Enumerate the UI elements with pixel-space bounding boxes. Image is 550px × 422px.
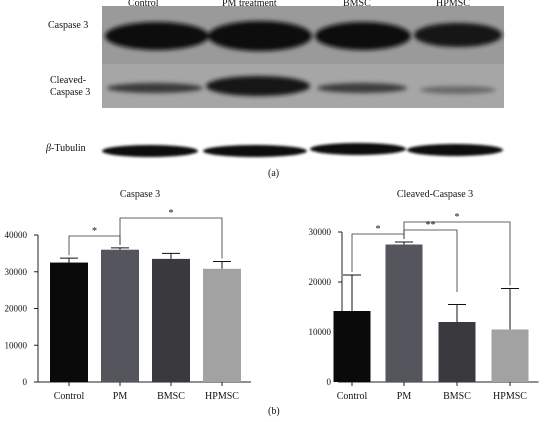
- row-label-cleaved-caspase3: Cleaved- Caspase 3: [50, 75, 90, 99]
- bar-hpmsc: [491, 329, 529, 382]
- chart-title: Cleaved-Caspase 3: [397, 189, 473, 200]
- band-tubulin-hpmsc: [407, 144, 503, 156]
- y-tick-label: 10000: [5, 340, 28, 350]
- x-tick-label: HPMSC: [493, 391, 527, 402]
- x-tick-label: PM: [397, 391, 412, 402]
- bracket-line: [119, 217, 223, 259]
- significance-label: *: [92, 226, 97, 237]
- significance-label: *: [169, 208, 174, 219]
- band-tubulin-bmsc: [310, 143, 406, 155]
- y-tick-label: 0: [23, 377, 28, 387]
- x-tick-label: HPMSC: [205, 391, 239, 402]
- bracket-line: [403, 221, 511, 286]
- significance-label: **: [426, 220, 436, 231]
- bar-control: [333, 311, 371, 382]
- lane-label-control: Control: [128, 0, 159, 9]
- band-cleaved-hpmsc: [420, 86, 496, 94]
- lane-label-pm-treatment: PM treatment: [222, 0, 277, 9]
- bar-pm: [101, 249, 139, 382]
- x-tick-label: PM: [113, 391, 128, 402]
- chart-title: Caspase 3: [120, 189, 160, 200]
- panel-label-b: (b): [268, 406, 280, 417]
- band-tubulin-pm: [203, 145, 307, 157]
- cleaved-bands: [107, 76, 496, 96]
- bar-hpmsc: [203, 268, 241, 382]
- x-tick-label: Control: [54, 391, 85, 402]
- band-caspase3-hpmsc: [414, 23, 502, 47]
- row-label-beta-tubulin: β-Tubulin: [46, 143, 86, 155]
- bar-pm: [385, 244, 423, 382]
- y-tick-label: 0: [327, 377, 332, 387]
- panel-label-a: (a): [268, 168, 280, 179]
- band-caspase3-control: [105, 22, 209, 50]
- y-tick-label: 20000: [5, 304, 28, 314]
- bar-bmsc: [152, 258, 190, 382]
- tubulin-bands: [102, 143, 503, 157]
- y-tick-label: 10000: [309, 327, 332, 337]
- chart-caspase3: Caspase 3 0 10000 20000 30000 40000 Control PM B…: [5, 189, 251, 402]
- blot-panel: Control PM treatment BMSC HPMSC Caspase …: [0, 0, 550, 180]
- significance-label: *: [376, 224, 381, 235]
- caspase3-bands: [105, 21, 502, 51]
- band-cleaved-pm: [206, 76, 310, 96]
- significance-label: *: [455, 212, 460, 223]
- row-label-cleaved-line1: Cleaved-: [50, 75, 87, 86]
- band-cleaved-control: [107, 83, 203, 93]
- blot-image: [102, 6, 504, 157]
- band-caspase3-pm: [208, 21, 312, 51]
- x-tick-label: BMSC: [443, 391, 471, 402]
- y-tick-label: 30000: [309, 227, 332, 237]
- significance-bracket: *: [119, 208, 223, 259]
- row-label-tubulin-text: -Tubulin: [50, 143, 86, 154]
- y-tick-label: 20000: [309, 277, 332, 287]
- chart-cleaved-caspase3: Cleaved-Caspase 3 0 10000 20000 30000 Control…: [309, 189, 539, 402]
- x-tick-label: BMSC: [157, 391, 185, 402]
- bar-control: [50, 262, 88, 382]
- y-tick-label: 30000: [5, 267, 28, 277]
- row-label-cleaved-line2: Caspase 3: [50, 87, 91, 98]
- row-label-caspase3: Caspase 3: [48, 20, 89, 31]
- band-cleaved-bmsc: [317, 83, 407, 93]
- beta-symbol: β: [46, 143, 51, 154]
- significance-bracket: *: [403, 212, 511, 286]
- lane-label-bmsc: BMSC: [343, 0, 371, 9]
- y-tick-label: 40000: [5, 230, 28, 240]
- x-tick-label: Control: [337, 391, 368, 402]
- band-caspase3-bmsc: [315, 22, 411, 50]
- band-tubulin-control: [102, 145, 198, 157]
- bar-bmsc: [438, 322, 476, 382]
- lane-label-hpmsc: HPMSC: [436, 0, 470, 9]
